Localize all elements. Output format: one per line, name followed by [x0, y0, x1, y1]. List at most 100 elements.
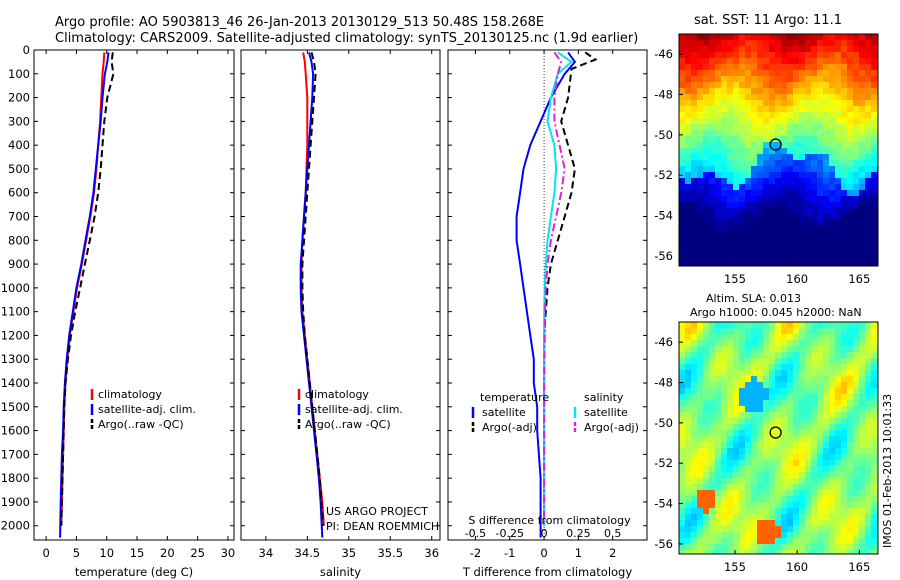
- y-tick-label: 200: [8, 91, 30, 105]
- heatmap-cell: [829, 70, 836, 77]
- heatmap-cell: [871, 88, 878, 95]
- heatmap-cell: [859, 40, 866, 47]
- heatmap-cell: [691, 382, 698, 389]
- heatmap-cell: [871, 436, 878, 443]
- heatmap-cell: [853, 478, 860, 485]
- heatmap-cell: [865, 526, 872, 533]
- heatmap-cell: [781, 370, 788, 377]
- heatmap-cell: [703, 406, 710, 413]
- heatmap-cell: [709, 532, 716, 539]
- heatmap-cell: [703, 382, 710, 389]
- heatmap-cell: [787, 226, 794, 233]
- heatmap-cell: [691, 244, 698, 251]
- heatmap-cell: [751, 400, 758, 407]
- heatmap-cell: [697, 388, 704, 395]
- heatmap-cell: [715, 532, 722, 539]
- heatmap-cell: [793, 250, 800, 257]
- heatmap-cell: [835, 526, 842, 533]
- heatmap-cell: [793, 436, 800, 443]
- heatmap-cell: [721, 436, 728, 443]
- heatmap-cell: [715, 58, 722, 65]
- heatmap-cell: [865, 364, 872, 371]
- heatmap-cell: [763, 430, 770, 437]
- heatmap-cell: [679, 70, 686, 77]
- heatmap-cell: [859, 256, 866, 263]
- heatmap-cell: [841, 328, 848, 335]
- heatmap-cell: [811, 82, 818, 89]
- heatmap-cell: [829, 514, 836, 521]
- heatmap-cell: [847, 64, 854, 71]
- heatmap-cell: [703, 172, 710, 179]
- heatmap-cell: [835, 412, 842, 419]
- heatmap-cell: [853, 520, 860, 527]
- heatmap-cell: [793, 358, 800, 365]
- heatmap-cell: [865, 52, 872, 59]
- heatmap-cell: [751, 484, 758, 491]
- heatmap-cell: [823, 58, 830, 65]
- heatmap-cell: [787, 196, 794, 203]
- heatmap-cell: [733, 436, 740, 443]
- heatmap-cell: [739, 112, 746, 119]
- heatmap-cell: [871, 376, 878, 383]
- heatmap-cell: [727, 400, 734, 407]
- heatmap-cell: [775, 202, 782, 209]
- heatmap-cell: [835, 370, 842, 377]
- heatmap-cell: [709, 346, 716, 353]
- heatmap-cell: [685, 328, 692, 335]
- heatmap-cell: [733, 124, 740, 131]
- heatmap-cell: [829, 64, 836, 71]
- heatmap-cell: [817, 184, 824, 191]
- heatmap-cell: [793, 430, 800, 437]
- heatmap-cell: [781, 334, 788, 341]
- heatmap-cell: [757, 376, 764, 383]
- heatmap-cell: [679, 82, 686, 89]
- heatmap-cell: [745, 430, 752, 437]
- heatmap-cell: [841, 52, 848, 59]
- heatmap-cell: [805, 46, 812, 53]
- heatmap-cell: [787, 172, 794, 179]
- heatmap-cell: [751, 262, 758, 267]
- heatmap-cell: [745, 208, 752, 215]
- heatmap-cell: [703, 220, 710, 227]
- heatmap-cell: [835, 76, 842, 83]
- heatmap-cell: [793, 244, 800, 251]
- heatmap-cell: [829, 406, 836, 413]
- heatmap-cell: [703, 76, 710, 83]
- heatmap-cell: [787, 262, 794, 267]
- heatmap-cell: [775, 376, 782, 383]
- heatmap-cell: [799, 358, 806, 365]
- heatmap-cell: [805, 208, 812, 215]
- heatmap-cell: [727, 490, 734, 497]
- heatmap-cell: [841, 490, 848, 497]
- heatmap-cell: [805, 340, 812, 347]
- heatmap-cell: [685, 232, 692, 239]
- heatmap-cell: [733, 508, 740, 515]
- heatmap-cell: [775, 442, 782, 449]
- heatmap-cell: [727, 412, 734, 419]
- heatmap-cell: [811, 250, 818, 257]
- heatmap-cell: [727, 544, 734, 551]
- heatmap-cell: [697, 418, 704, 425]
- heatmap-cell: [703, 448, 710, 455]
- heatmap-cell: [745, 442, 752, 449]
- heatmap-cell: [733, 502, 740, 509]
- heatmap-cell: [823, 418, 830, 425]
- heatmap-cell: [811, 178, 818, 185]
- heatmap-cell: [811, 244, 818, 251]
- heatmap-cell: [703, 370, 710, 377]
- heatmap-cell: [823, 250, 830, 257]
- heatmap-cell: [709, 466, 716, 473]
- heatmap-cell: [757, 58, 764, 65]
- heatmap-cell: [787, 388, 794, 395]
- secondary-tick-label: 0.5: [604, 527, 622, 540]
- heatmap-cell: [727, 364, 734, 371]
- heatmap-cell: [715, 178, 722, 185]
- heatmap-cell: [853, 400, 860, 407]
- heatmap-cell: [787, 178, 794, 185]
- heatmap-cell: [829, 358, 836, 365]
- heatmap-cell: [691, 214, 698, 221]
- heatmap-cell: [841, 376, 848, 383]
- heatmap-cell: [835, 322, 842, 329]
- heatmap-cell: [859, 100, 866, 107]
- heatmap-cell: [733, 460, 740, 467]
